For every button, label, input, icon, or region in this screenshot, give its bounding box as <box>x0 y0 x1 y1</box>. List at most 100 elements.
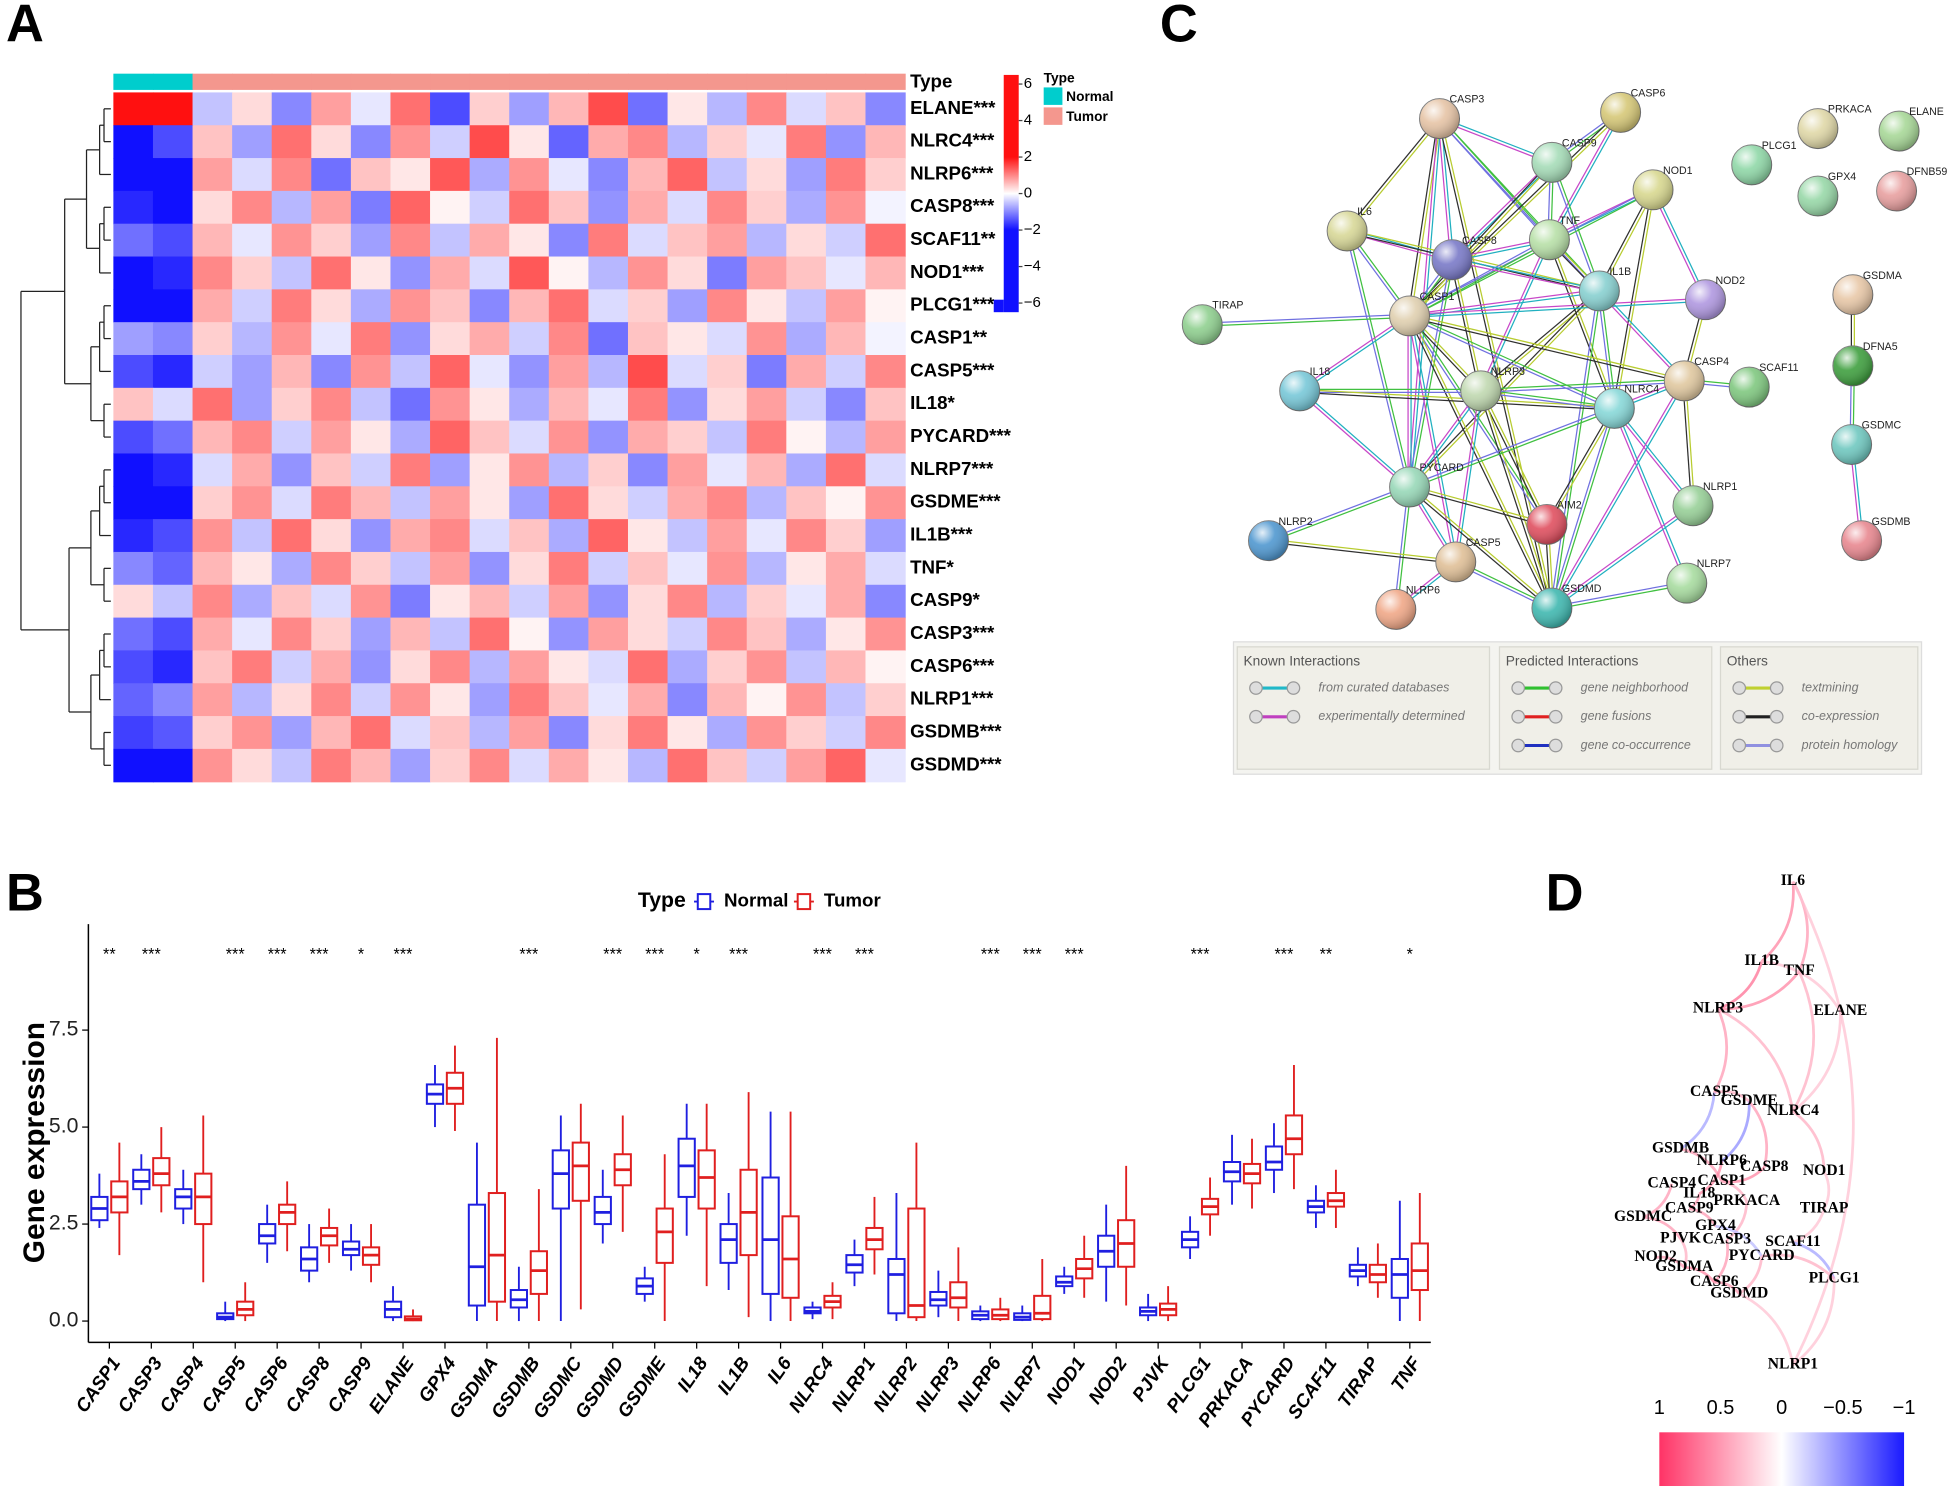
row-label: CASP6*** <box>910 655 995 676</box>
node-shine <box>1529 219 1570 260</box>
row-label: GSDMB*** <box>910 720 1002 741</box>
heatmap-cell <box>786 190 827 225</box>
heatmap-cell <box>548 125 590 159</box>
heatmap-cell <box>746 125 787 159</box>
heatmap-cell <box>825 125 867 159</box>
colorbar-tick-label: −6 <box>1024 294 1041 311</box>
heatmap-cell <box>152 617 194 652</box>
edge <box>1792 1208 1826 1244</box>
heatmap-cell <box>350 125 392 159</box>
node-label: TIRAP <box>1800 1199 1849 1216</box>
edge <box>1268 487 1411 543</box>
edge <box>1409 288 1600 316</box>
heatmap-cell <box>707 223 748 258</box>
node-label: CASP9 <box>1665 1199 1714 1216</box>
node-label: DFNB59 <box>1907 166 1948 178</box>
heatmap-cell <box>667 551 708 586</box>
edge <box>1612 189 1653 409</box>
box <box>571 1141 590 1202</box>
heatmap-cell <box>390 683 431 717</box>
heatmap-cell <box>192 190 233 225</box>
panel-label: B <box>6 864 44 922</box>
heatmap-cell <box>469 748 510 783</box>
heatmap-cell <box>627 453 669 487</box>
heatmap-cell <box>271 650 312 684</box>
edge <box>1552 506 1695 610</box>
significance-label: *** <box>1191 946 1211 964</box>
edge <box>1409 240 1551 318</box>
heatmap-cell <box>746 748 787 783</box>
edge <box>1300 316 1411 393</box>
heatmap-cell <box>865 355 906 389</box>
row-label: CASP5*** <box>910 359 995 380</box>
node-shine <box>1797 108 1838 149</box>
heatmap-cell <box>825 387 867 422</box>
edge <box>1407 118 1439 316</box>
edge <box>1717 970 1801 1011</box>
heatmap-cell <box>509 519 550 553</box>
edge <box>1822 1170 1831 1210</box>
heatmap-cell <box>509 716 550 750</box>
heatmap-cell <box>825 683 867 717</box>
edge <box>1547 408 1617 526</box>
legend-label: co-expression <box>1802 709 1880 723</box>
heatmap-cell <box>430 190 471 225</box>
box <box>529 1250 548 1295</box>
heatmap-cell <box>232 223 273 258</box>
heatmap-cell <box>746 716 787 750</box>
heatmap-cell <box>469 683 510 717</box>
box <box>551 1149 570 1210</box>
heatmap-cell <box>707 617 748 652</box>
edge <box>1409 190 1655 318</box>
heatmap-cell <box>786 322 827 356</box>
row-label: CASP9* <box>910 589 980 610</box>
heatmap-cell <box>707 322 748 356</box>
heatmap-cell <box>390 256 431 290</box>
heatmap-cell <box>152 519 194 553</box>
significance-label: *** <box>981 946 1001 964</box>
node-label: NLRP3 <box>1491 366 1525 378</box>
edge <box>1549 162 1599 292</box>
heatmap-cell <box>271 256 312 290</box>
node-label: PRKACA <box>1713 1192 1780 1209</box>
heatmap-cell <box>430 650 471 684</box>
edge <box>1481 389 1549 525</box>
edge <box>1612 408 1686 584</box>
heatmap-cell <box>667 748 708 783</box>
heatmap-cell <box>588 453 629 487</box>
heatmap-cell <box>865 486 906 520</box>
type-bar-cell <box>865 73 906 90</box>
type-bar-cell <box>232 73 273 90</box>
heatmap-cell <box>390 716 431 750</box>
heatmap-cell <box>667 223 708 258</box>
heatmap-cell <box>152 92 194 126</box>
node-shine <box>1579 270 1620 311</box>
heatmap-cell <box>469 190 510 225</box>
heatmap-cell <box>707 683 748 717</box>
node-label: PJVK <box>1660 1229 1701 1246</box>
legend-label: textmining <box>1802 680 1859 694</box>
heatmap-cell <box>588 486 629 520</box>
node-label: CASP4 <box>1648 1174 1697 1191</box>
heatmap-cell <box>311 223 352 258</box>
heatmap-cell <box>548 486 590 520</box>
heatmap-cell <box>627 355 669 389</box>
edge <box>1547 111 1620 240</box>
edge <box>1407 259 1452 487</box>
heatmap-cell <box>232 617 273 652</box>
row-label: NLRP1*** <box>910 688 994 709</box>
heatmap-cell <box>232 551 273 586</box>
significance-label: *** <box>855 946 875 964</box>
heatmap-cell <box>430 322 471 356</box>
heatmap-cell <box>232 683 273 717</box>
heatmap-cell <box>192 683 233 717</box>
heatmap-cell <box>232 92 273 126</box>
legend-label: Normal <box>724 890 789 911</box>
heatmap-cell <box>232 387 273 422</box>
node-shine <box>1876 171 1917 212</box>
edge <box>1748 1100 1768 1168</box>
heatmap-cell <box>588 92 629 126</box>
significance-label: *** <box>226 946 246 964</box>
heatmap-cell <box>786 617 827 652</box>
type-bar-cell <box>667 73 708 90</box>
